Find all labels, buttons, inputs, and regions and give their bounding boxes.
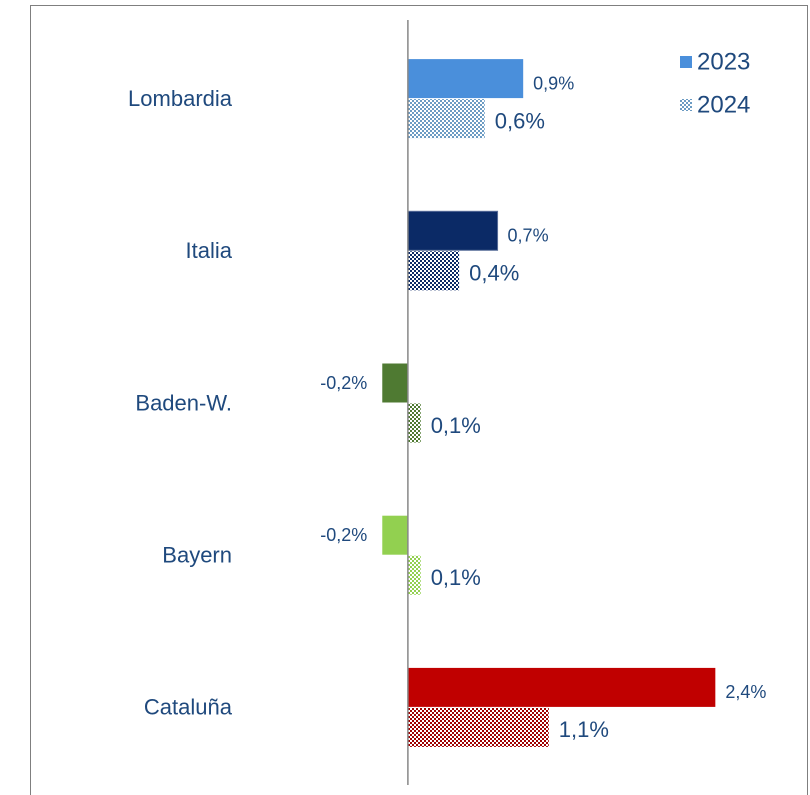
bar [407,210,499,251]
bar [382,363,408,403]
bar [382,515,408,555]
legend-swatch [680,99,692,111]
value-label: 0,9% [533,73,574,93]
bar [407,707,549,747]
bar [407,99,485,139]
category-label: Bayern [162,543,232,568]
bar [407,403,421,443]
bar [407,667,716,707]
bar [407,555,421,595]
value-label: -0,2% [320,525,367,545]
category-label: Italia [186,238,233,263]
legend-swatch [680,56,692,68]
category-label: Cataluña [144,695,233,720]
value-label: 0,6% [495,108,545,133]
category-label: Baden-W. [135,390,232,415]
value-label: 1,1% [559,717,609,742]
legend-label: 2024 [697,91,750,118]
bar [407,59,524,99]
value-label: 0,1% [431,565,481,590]
value-label: 0,1% [431,413,481,438]
value-label: -0,2% [320,373,367,393]
value-label: 0,4% [469,261,519,286]
value-label: 0,7% [508,226,549,246]
category-label: Lombardia [128,86,233,111]
bar [407,251,460,291]
legend-label: 2023 [697,48,750,75]
value-label: 2,4% [725,682,766,702]
